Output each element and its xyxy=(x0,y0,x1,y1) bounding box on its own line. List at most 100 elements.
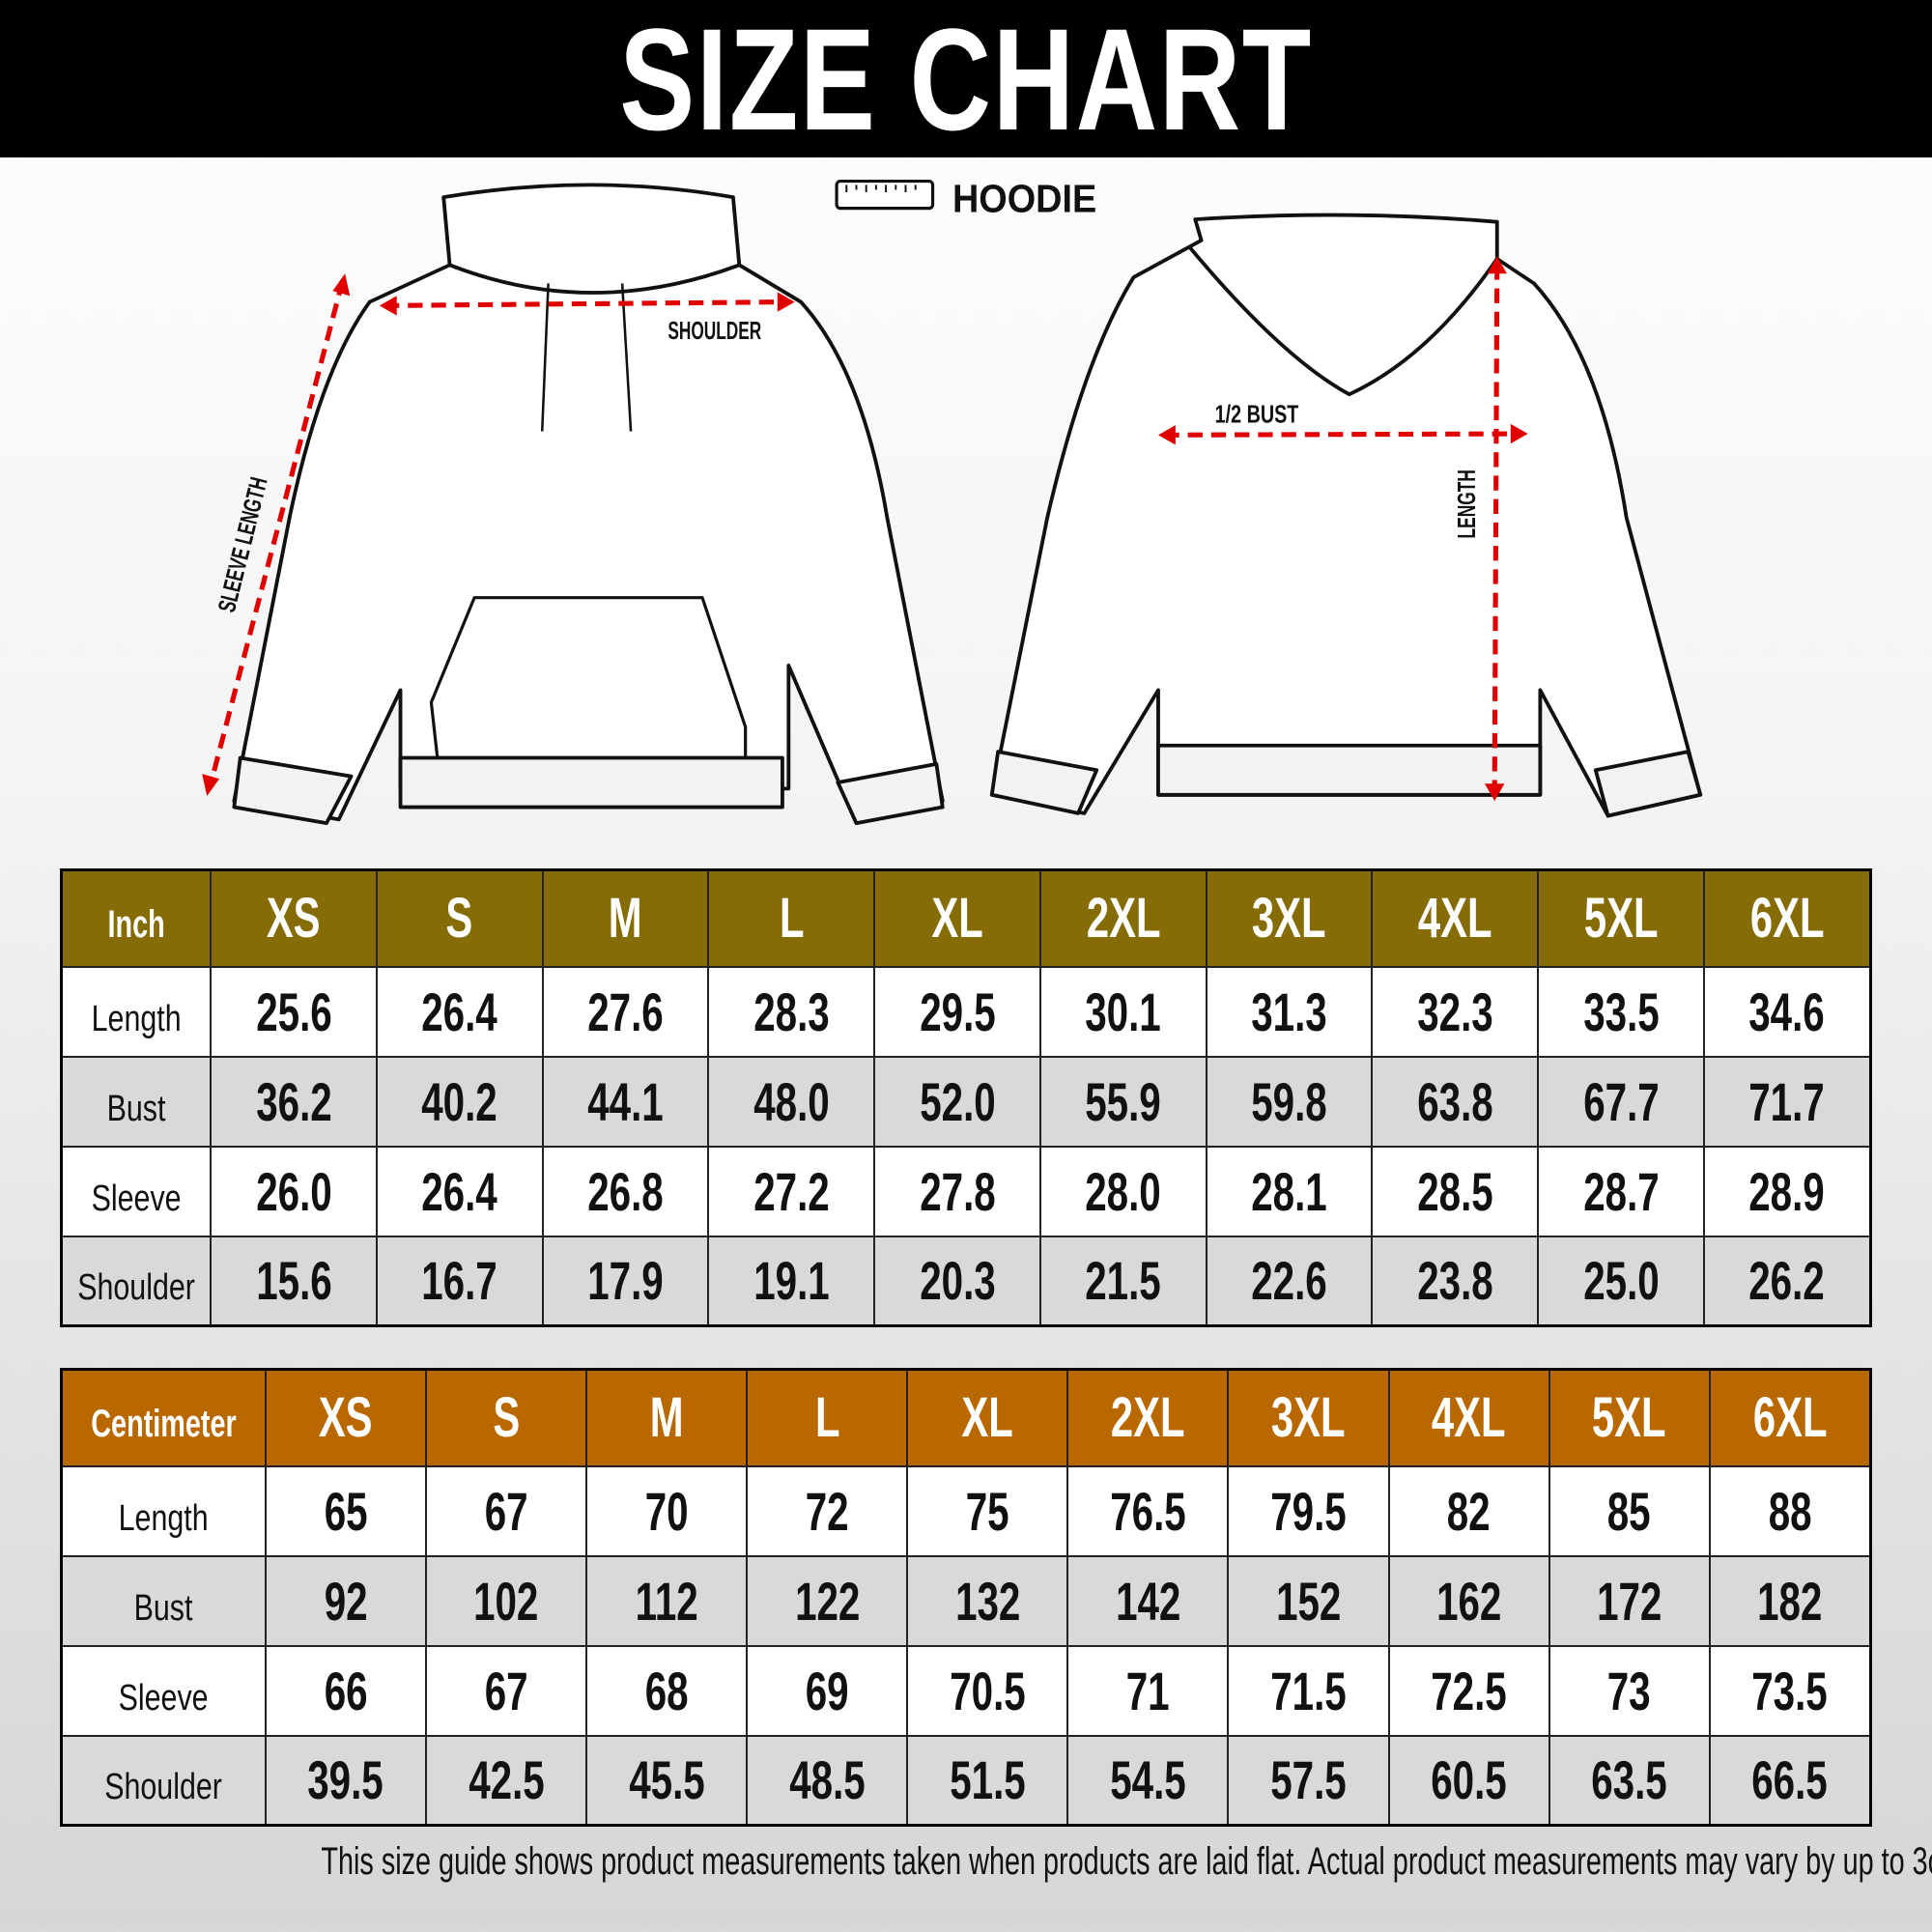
measurement-cell: 27.8 xyxy=(873,1145,1041,1237)
measurement-cell: 39.5 xyxy=(264,1734,428,1827)
measurement-cell: 70.5 xyxy=(906,1644,1069,1737)
measurement-cell: 23.8 xyxy=(1371,1235,1540,1327)
measurement-cell: 52.0 xyxy=(873,1055,1041,1148)
cm-size-table: Centimeter XS S M L XL 2XL 3XL 4XL 5XL 6XL Length 65… xyxy=(60,1368,1872,1827)
table-row: Shoulder 39.5 42.5 45.5 48.5 51.5 54.5 57.5 60.5… xyxy=(60,1734,1872,1827)
measurement-cell: 36.2 xyxy=(210,1055,378,1148)
measurement-cell: 71.7 xyxy=(1702,1055,1872,1148)
measurement-cell: 30.1 xyxy=(1038,965,1208,1058)
measurement-cell: 71.5 xyxy=(1227,1644,1390,1737)
size-header: 5XL xyxy=(1537,868,1705,968)
measurement-cell: 22.6 xyxy=(1205,1235,1374,1327)
measurement-cell: 71 xyxy=(1066,1644,1230,1737)
measurement-cell: 17.9 xyxy=(541,1235,710,1327)
product-label: HOODIE xyxy=(952,176,1096,220)
measurement-cell: 79.5 xyxy=(1227,1464,1390,1557)
measurement-cell: 142 xyxy=(1066,1554,1230,1647)
measurement-cell: 32.3 xyxy=(1371,965,1540,1058)
measurement-cell: 65 xyxy=(264,1464,428,1557)
measurement-cell: 40.2 xyxy=(375,1055,544,1148)
measurement-cell: 28.1 xyxy=(1205,1145,1374,1237)
table-row: Bust 92 102 112 122 132 142 152 162 172 182 xyxy=(60,1554,1872,1647)
measurement-cell: 85 xyxy=(1548,1464,1711,1557)
measurement-cell: 31.3 xyxy=(1205,965,1374,1058)
size-header: S xyxy=(425,1368,588,1467)
measurement-cell: 28.7 xyxy=(1537,1145,1705,1237)
row-label: Sleeve xyxy=(60,1644,267,1737)
row-label: Shoulder xyxy=(60,1734,267,1827)
size-header: XL xyxy=(906,1368,1069,1467)
measurement-cell: 48.5 xyxy=(746,1734,909,1827)
size-header: L xyxy=(707,868,876,968)
measurement-cell: 57.5 xyxy=(1227,1734,1390,1827)
unit-header: Inch xyxy=(60,868,213,968)
measurement-cell: 67 xyxy=(425,1464,588,1557)
ruler-icon xyxy=(835,179,935,211)
measurement-cell: 72 xyxy=(746,1464,909,1557)
measurement-cell: 42.5 xyxy=(425,1734,588,1827)
size-header: M xyxy=(585,1368,749,1467)
measurement-cell: 28.5 xyxy=(1371,1145,1540,1237)
measurement-cell: 92 xyxy=(264,1554,428,1647)
half-bust-label: 1/2 BUST xyxy=(1215,402,1299,429)
row-label: Shoulder xyxy=(60,1235,213,1327)
measurement-cell: 122 xyxy=(746,1554,909,1647)
measurement-cell: 28.0 xyxy=(1038,1145,1208,1237)
measurement-cell: 21.5 xyxy=(1038,1235,1208,1327)
measurement-cell: 172 xyxy=(1548,1554,1711,1647)
measurement-cell: 72.5 xyxy=(1387,1644,1550,1737)
measurement-cell: 25.6 xyxy=(210,965,378,1058)
measurement-cell: 102 xyxy=(425,1554,588,1647)
measurement-cell: 63.8 xyxy=(1371,1055,1540,1148)
measurement-cell: 152 xyxy=(1227,1554,1390,1647)
table-row: Sleeve 26.0 26.4 26.8 27.2 27.8 28.0 28.1 28.5 28… xyxy=(60,1145,1872,1237)
measurement-cell: 15.6 xyxy=(210,1235,378,1327)
footnote: This size guide shows product measuremen… xyxy=(321,1840,1932,1883)
row-label: Sleeve xyxy=(60,1145,213,1237)
header-row: Inch XS S M L XL 2XL 3XL 4XL 5XL 6XL xyxy=(60,868,1872,968)
size-header: XS xyxy=(264,1368,428,1467)
measurement-arrows xyxy=(207,265,1522,795)
hoodie-diagram: SHOULDER SLEEVE LENGTH 1/2 BUST LENGTH H… xyxy=(202,176,1703,826)
measurement-cell: 69 xyxy=(746,1644,909,1737)
inch-size-table: Inch XS S M L XL 2XL 3XL 4XL 5XL 6XL Length 25.6 26.4… xyxy=(60,868,1872,1327)
size-header: 6XL xyxy=(1702,868,1872,968)
measurement-cell: 73 xyxy=(1548,1644,1711,1737)
row-label: Length xyxy=(60,965,213,1058)
measurement-cell: 60.5 xyxy=(1387,1734,1550,1827)
size-header: 5XL xyxy=(1548,1368,1711,1467)
table-row: Shoulder 15.6 16.7 17.9 19.1 20.3 21.5 22.6 23.8… xyxy=(60,1235,1872,1327)
measurement-cell: 54.5 xyxy=(1066,1734,1230,1827)
measurement-cell: 28.9 xyxy=(1702,1145,1872,1237)
table-row: Length 65 67 70 72 75 76.5 79.5 82 85 88 xyxy=(60,1464,1872,1557)
front-hoodie-body xyxy=(232,183,945,826)
size-header: 3XL xyxy=(1227,1368,1390,1467)
sleeve-length-label: SLEEVE LENGTH xyxy=(213,474,273,614)
size-header: 2XL xyxy=(1038,868,1208,968)
size-header: 3XL xyxy=(1205,868,1374,968)
measurement-cell: 29.5 xyxy=(873,965,1041,1058)
measurement-cell: 19.1 xyxy=(707,1235,876,1327)
measurement-cell: 73.5 xyxy=(1708,1644,1872,1737)
header-row: Centimeter XS S M L XL 2XL 3XL 4XL 5XL 6XL xyxy=(60,1368,1872,1467)
measurement-cell: 66 xyxy=(264,1644,428,1737)
measurement-cell: 48.0 xyxy=(707,1055,876,1148)
header-banner: SIZE CHART xyxy=(0,0,1932,157)
table-row: Sleeve 66 67 68 69 70.5 71 71.5 72.5 73 73.5 xyxy=(60,1644,1872,1737)
measurement-cell: 70 xyxy=(585,1464,749,1557)
measurement-cell: 26.4 xyxy=(375,965,544,1058)
measurement-cell: 76.5 xyxy=(1066,1464,1230,1557)
measurement-cell: 26.8 xyxy=(541,1145,710,1237)
measurement-cell: 88 xyxy=(1708,1464,1872,1557)
page-title: SIZE CHART xyxy=(619,0,1313,160)
measurement-cell: 66.5 xyxy=(1708,1734,1872,1827)
table-row: Length 25.6 26.4 27.6 28.3 29.5 30.1 31.3 32.3 33… xyxy=(60,965,1872,1058)
measurement-cell: 68 xyxy=(585,1644,749,1737)
measurement-cell: 27.2 xyxy=(707,1145,876,1237)
measurement-cell: 26.2 xyxy=(1702,1235,1872,1327)
measurement-cell: 75 xyxy=(906,1464,1069,1557)
row-label: Bust xyxy=(60,1554,267,1647)
measurement-cell: 59.8 xyxy=(1205,1055,1374,1148)
size-header: M xyxy=(541,868,710,968)
size-header: 6XL xyxy=(1708,1368,1872,1467)
